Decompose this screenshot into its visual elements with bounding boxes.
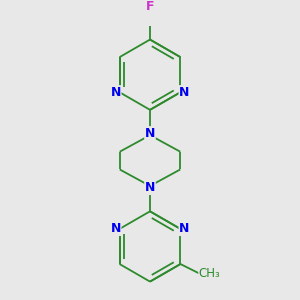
Text: F: F [146,0,154,13]
Text: N: N [179,222,190,236]
Text: N: N [145,182,155,194]
Text: N: N [145,127,155,140]
Text: N: N [110,86,121,99]
Text: N: N [179,86,190,99]
Text: CH₃: CH₃ [199,267,220,280]
Text: N: N [110,222,121,236]
